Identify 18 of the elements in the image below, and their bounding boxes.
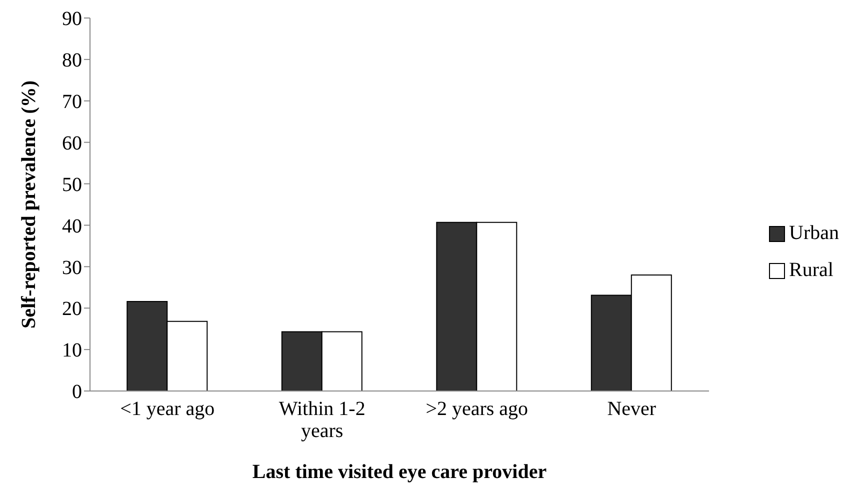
x-axis-title: Last time visited eye care provider [252,461,547,483]
y-tick-label: 30 [62,256,82,279]
y-tick-label: 40 [62,215,82,238]
x-tick-label: Within 1-2 years [278,398,366,442]
y-tick-label: 80 [62,50,82,72]
y-tick-label: 0 [72,381,82,404]
x-tick-label: <1 year ago [120,398,215,420]
y-tick-label: 10 [62,340,82,362]
x-tick-label: >2 years ago [426,398,528,420]
legend-label: Rural [789,259,834,282]
legend-label: Urban [789,222,839,245]
y-tick-label: 90 [62,8,82,30]
y-tick-label: 50 [62,174,82,196]
y-tick-label: 20 [62,298,82,320]
y-tick-label: 60 [62,132,82,154]
y-axis-title: Self-reported prevalence (%) [18,80,40,329]
y-tick-label: 70 [62,90,82,113]
x-tick-label: Never [607,398,656,420]
